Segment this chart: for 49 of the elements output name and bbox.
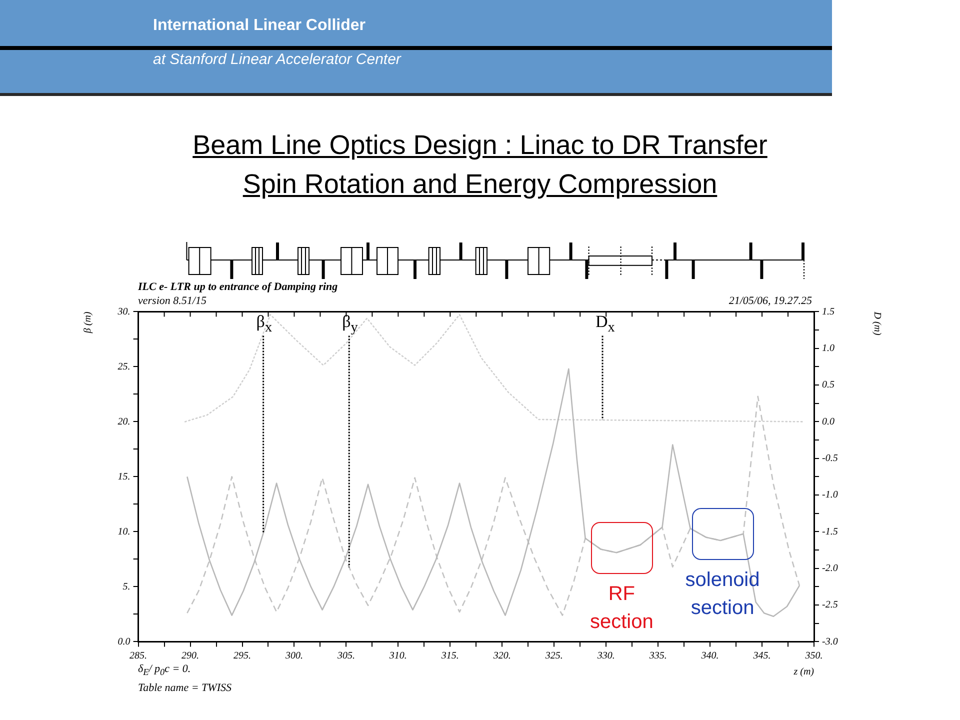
x-tick-label: 335. — [648, 650, 667, 662]
x-tick-label: 330. — [596, 650, 615, 662]
text: ILC e- LTR up to entrance of Damping ring — [138, 281, 338, 294]
y-axis-title: β (m) — [82, 311, 94, 334]
text: Table name = TWISS — [138, 682, 232, 695]
chart-subtitle: Spin Rotation and Energy Compression — [242, 169, 718, 200]
x-tick-label: 290. — [182, 650, 200, 662]
y2-tick-label: 0.5 — [822, 380, 834, 391]
text: version 8.51/15 — [138, 295, 206, 308]
x-tick-label: 315. — [440, 650, 459, 662]
x-tick-label: 285. — [130, 650, 148, 662]
y-tick-label: 5. — [122, 581, 130, 592]
y-tick-label: 20. — [118, 416, 130, 428]
y-tick-label: 0.0 — [118, 636, 130, 648]
y2-tick-label: -3.0 — [822, 636, 838, 648]
y2-tick-label: -1.5 — [822, 526, 838, 538]
text: β$_{x}$ — [256, 312, 272, 336]
y2-tick-label: 0.0 — [822, 416, 834, 428]
x-tick-label: 325. — [544, 650, 563, 662]
y2-tick-label: -2.5 — [822, 600, 838, 611]
annotation: RF section — [588, 582, 654, 635]
text: International Linear Collider — [153, 17, 366, 36]
y-tick-label: 25. — [118, 361, 130, 372]
y-tick-label: 10. — [118, 526, 130, 538]
x-tick-label: 295. — [234, 650, 252, 662]
x-tick-label: 320. — [492, 650, 511, 662]
text: at Stanford Linear Accelerator Center — [153, 51, 401, 68]
x-tick-label: 350. — [804, 650, 823, 662]
x-tick-label: 340. — [700, 650, 719, 662]
x-tick-label: 305. — [336, 650, 355, 662]
y2-tick-label: -2.0 — [822, 562, 838, 574]
chart-title: Beam Line Optics Design : Linac to DR Transfer — [192, 130, 768, 161]
text: 21/05/06, 19.27.25 — [728, 295, 812, 308]
line-series — [184, 314, 804, 422]
y-tick-label: 15. — [118, 471, 130, 482]
y2-axis-title: D (m) — [871, 310, 882, 336]
text: D$_{x}$ — [596, 312, 615, 336]
text: β$_{y}$ — [342, 312, 358, 336]
y2-tick-label: 1.5 — [822, 306, 834, 318]
x-tick-label: 300. — [284, 650, 303, 662]
x-axis-title: z (m) — [792, 666, 815, 678]
text: δ$_{E}$/ p$_{0}$c = 0. — [138, 663, 191, 678]
x-tick-label: 345. — [752, 650, 771, 662]
annotation: solenoid section — [684, 568, 761, 621]
x-tick-label: 310. — [388, 650, 407, 662]
y2-tick-label: -1.0 — [822, 490, 838, 501]
y2-tick-label: 1.0 — [822, 342, 834, 354]
y2-tick-label: -0.5 — [822, 452, 838, 464]
y-tick-label: 30. — [116, 306, 130, 318]
